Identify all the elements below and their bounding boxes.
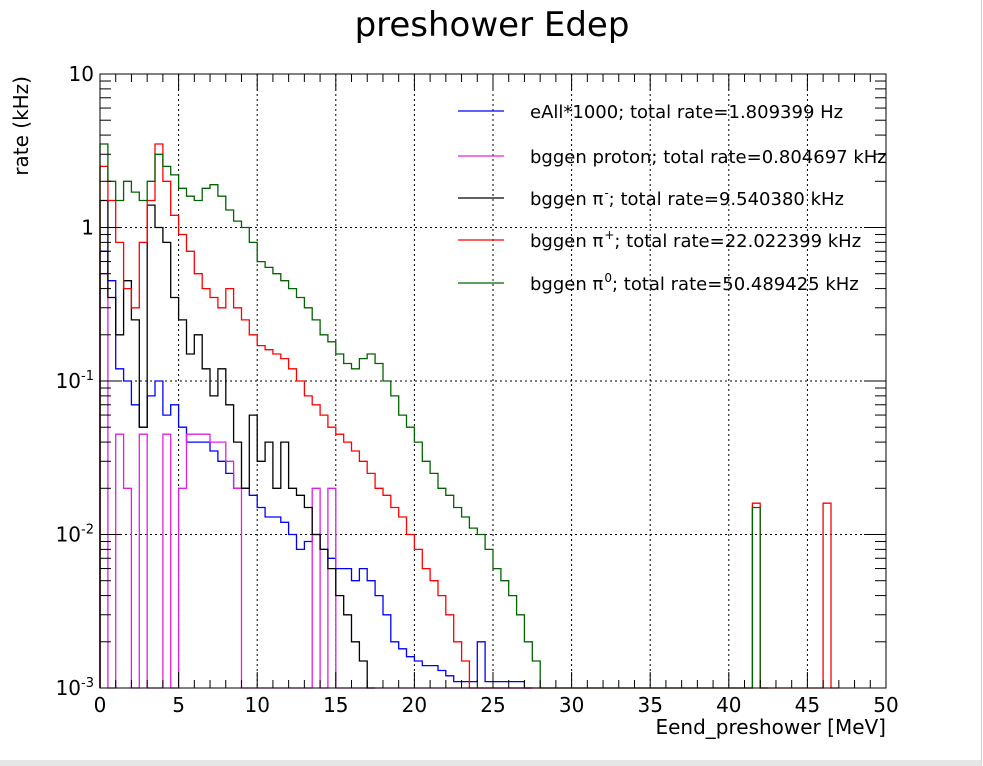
axis-ticks <box>99 73 887 689</box>
legend-label-text: bggen π <box>530 189 603 210</box>
legend-label: bggen π-; total rate=9.540380 kHz <box>530 186 844 210</box>
legend-label-text: bggen π <box>530 231 603 252</box>
legend-label-text: eAll*1000; total rate=1.809399 Hz <box>530 102 843 123</box>
legend-label-text: ; total rate=22.022399 kHz <box>614 231 861 252</box>
legend-label-superscript: + <box>604 228 614 242</box>
legend-label: eAll*1000; total rate=1.809399 Hz <box>530 102 843 123</box>
x-tick-label: 5 <box>172 693 185 717</box>
x-tick-label: 35 <box>637 693 662 717</box>
y-tick-base: 10 <box>56 369 81 393</box>
legend-label-superscript: 0 <box>604 271 612 285</box>
legend-label: bggen π0; total rate=50.489425 kHz <box>530 271 859 295</box>
legend-label-text: bggen π <box>530 274 603 295</box>
x-tick-label: 0 <box>94 693 107 717</box>
y-tick-label: 10 <box>69 62 94 86</box>
x-tick-label: 15 <box>323 693 348 717</box>
legend-label: bggen proton; total rate=0.804697 kHz <box>530 147 887 168</box>
x-axis-title: Eend_preshower [MeV] <box>655 715 886 739</box>
x-tick-label: 40 <box>716 693 741 717</box>
x-tick-label: 25 <box>480 693 505 717</box>
y-tick-base: 1 <box>81 216 94 240</box>
y-tick-exponent: -3 <box>81 676 94 691</box>
histogram-series-4 <box>99 143 769 689</box>
x-tick-label: 20 <box>402 693 427 717</box>
y-tick-label: 10-2 <box>56 523 94 547</box>
y-tick-exponent: -1 <box>81 369 94 384</box>
histogram-series-1 <box>99 273 533 689</box>
histogram-series-0 <box>99 250 533 689</box>
y-tick-exponent: -2 <box>81 523 94 538</box>
legend: eAll*1000; total rate=1.809399 Hz bggen p… <box>458 102 887 295</box>
legend-label-text: bggen proton; total rate=0.804697 kHz <box>530 147 887 168</box>
y-tick-label: 10-3 <box>56 676 94 700</box>
legend-label-text: ; total rate=9.540380 kHz <box>609 189 844 210</box>
y-tick-base: 10 <box>56 523 81 547</box>
y-tick-label: 10-1 <box>56 369 94 393</box>
y-tick-label: 1 <box>81 216 94 240</box>
legend-label-superscript: - <box>604 186 608 200</box>
plot-series <box>99 143 839 689</box>
chart-title: preshower Edep <box>355 5 630 45</box>
histogram-series-3 <box>99 143 839 689</box>
histogram-series-2 <box>99 199 376 689</box>
x-tick-label: 30 <box>559 693 584 717</box>
y-tick-base: 10 <box>56 676 81 700</box>
legend-label: bggen π+; total rate=22.022399 kHz <box>530 228 861 252</box>
y-tick-base: 10 <box>69 62 94 86</box>
x-tick-label: 10 <box>244 693 269 717</box>
x-tick-label: 45 <box>795 693 820 717</box>
y-axis-title: rate (kHz) <box>9 76 33 176</box>
legend-label-text: ; total rate=50.489425 kHz <box>612 274 859 295</box>
x-tick-label: 50 <box>873 693 898 717</box>
